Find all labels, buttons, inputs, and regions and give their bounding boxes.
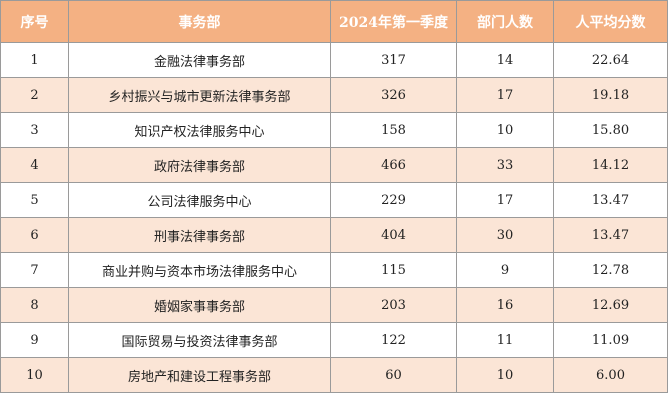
- table-row: 4 政府法律事务部 466 33 14.12: [0, 147, 668, 183]
- table-row: 2 乡村振兴与城市更新法律事务部 326 17 19.18: [0, 77, 668, 113]
- cell-q1-2024: 158: [330, 112, 457, 148]
- cell-q1-2024: 60: [330, 357, 457, 393]
- cell-department: 国际贸易与投资法律事务部: [68, 322, 331, 358]
- cell-q1-2024: 122: [330, 322, 457, 358]
- cell-q1-2024: 404: [330, 217, 457, 253]
- cell-index: 8: [0, 287, 69, 323]
- cell-q1-2024: 317: [330, 42, 457, 78]
- table-header-row: 序号 事务部 2024年第一季度 部门人数 人平均分数: [0, 0, 668, 43]
- cell-average-score: 6.00: [553, 357, 668, 393]
- table-row: 10 房地产和建设工程事务部 60 10 6.00: [0, 357, 668, 393]
- cell-department: 知识产权法律服务中心: [68, 112, 331, 148]
- cell-q1-2024: 326: [330, 77, 457, 113]
- cell-headcount: 33: [456, 147, 554, 183]
- cell-q1-2024: 115: [330, 252, 457, 288]
- cell-q1-2024: 466: [330, 147, 457, 183]
- cell-average-score: 12.69: [553, 287, 668, 323]
- cell-index: 5: [0, 182, 69, 218]
- cell-average-score: 15.80: [553, 112, 668, 148]
- header-department: 事务部: [68, 0, 331, 43]
- cell-index: 9: [0, 322, 69, 358]
- cell-average-score: 11.09: [553, 322, 668, 358]
- header-headcount: 部门人数: [456, 0, 554, 43]
- cell-average-score: 13.47: [553, 217, 668, 253]
- cell-headcount: 17: [456, 182, 554, 218]
- cell-headcount: 10: [456, 112, 554, 148]
- cell-department: 婚姻家事事务部: [68, 287, 331, 323]
- cell-q1-2024: 203: [330, 287, 457, 323]
- cell-department: 商业并购与资本市场法律服务中心: [68, 252, 331, 288]
- cell-headcount: 17: [456, 77, 554, 113]
- cell-average-score: 22.64: [553, 42, 668, 78]
- header-q1-2024: 2024年第一季度: [330, 0, 457, 43]
- cell-index: 7: [0, 252, 69, 288]
- cell-department: 金融法律事务部: [68, 42, 331, 78]
- cell-q1-2024: 229: [330, 182, 457, 218]
- cell-department: 政府法律事务部: [68, 147, 331, 183]
- cell-headcount: 16: [456, 287, 554, 323]
- cell-index: 10: [0, 357, 69, 393]
- cell-department: 刑事法律事务部: [68, 217, 331, 253]
- cell-index: 1: [0, 42, 69, 78]
- cell-average-score: 12.78: [553, 252, 668, 288]
- cell-headcount: 9: [456, 252, 554, 288]
- cell-headcount: 14: [456, 42, 554, 78]
- table-row: 9 国际贸易与投资法律事务部 122 11 11.09: [0, 322, 668, 358]
- cell-department: 公司法律服务中心: [68, 182, 331, 218]
- cell-index: 3: [0, 112, 69, 148]
- table-row: 1 金融法律事务部 317 14 22.64: [0, 42, 668, 78]
- table-row: 8 婚姻家事事务部 203 16 12.69: [0, 287, 668, 323]
- header-index: 序号: [0, 0, 69, 43]
- cell-index: 6: [0, 217, 69, 253]
- table-row: 6 刑事法律事务部 404 30 13.47: [0, 217, 668, 253]
- cell-headcount: 30: [456, 217, 554, 253]
- cell-average-score: 14.12: [553, 147, 668, 183]
- cell-department: 乡村振兴与城市更新法律事务部: [68, 77, 331, 113]
- cell-index: 4: [0, 147, 69, 183]
- cell-headcount: 10: [456, 357, 554, 393]
- cell-department: 房地产和建设工程事务部: [68, 357, 331, 393]
- cell-index: 2: [0, 77, 69, 113]
- cell-average-score: 13.47: [553, 182, 668, 218]
- header-average-score: 人平均分数: [553, 0, 668, 43]
- cell-average-score: 19.18: [553, 77, 668, 113]
- table-row: 7 商业并购与资本市场法律服务中心 115 9 12.78: [0, 252, 668, 288]
- ranking-table: 序号 事务部 2024年第一季度 部门人数 人平均分数 1 金融法律事务部 31…: [0, 0, 668, 393]
- table-row: 5 公司法律服务中心 229 17 13.47: [0, 182, 668, 218]
- cell-headcount: 11: [456, 322, 554, 358]
- table-row: 3 知识产权法律服务中心 158 10 15.80: [0, 112, 668, 148]
